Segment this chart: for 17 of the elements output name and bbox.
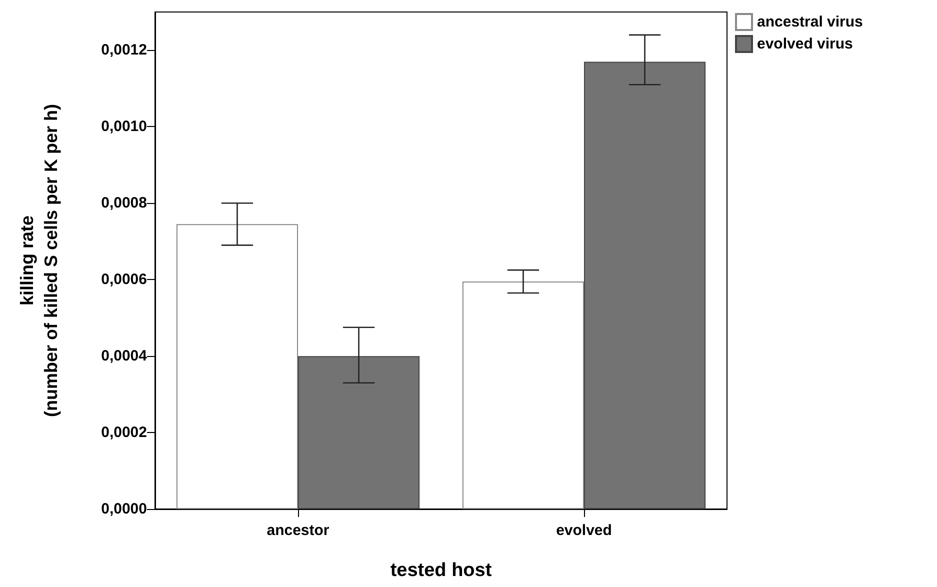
x-tick-label: evolved <box>556 522 612 539</box>
y-tick-label: 0,0012 <box>101 42 147 59</box>
y-tick-label: 0,0004 <box>101 348 148 365</box>
y-tick-label: 0,0002 <box>101 424 147 442</box>
y-axis-title: killing rate (number of killed S cells per K per h) <box>17 104 61 418</box>
y-tick-label: 0,0006 <box>101 271 147 288</box>
y-tick-label: 0,0010 <box>101 118 147 136</box>
x-tick-label: ancestor <box>266 522 330 539</box>
legend-label: ancestral virus <box>757 14 863 30</box>
bar <box>176 224 298 509</box>
y-tick-label: 0,0008 <box>101 194 147 212</box>
bar <box>584 62 706 509</box>
y-tick-label: 0,0000 <box>101 500 147 518</box>
x-axis-title: tested host <box>390 560 492 581</box>
legend-label: evolved virus <box>757 36 853 52</box>
bar <box>298 356 420 509</box>
bar <box>462 282 584 509</box>
